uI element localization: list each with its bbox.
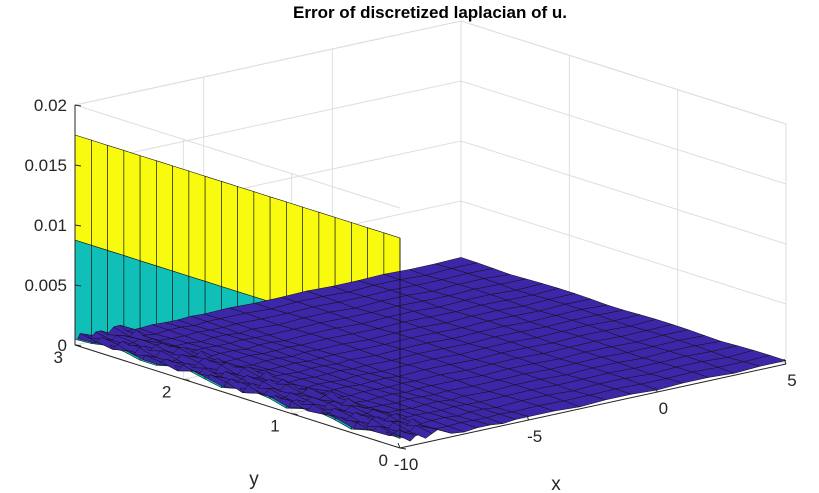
z-tick-label: 0 [58, 336, 67, 355]
grid-line [74, 80, 787, 185]
surface-patch [91, 244, 108, 346]
x-axis-label: x [551, 474, 561, 493]
chart-title: Error of discretized laplacian of u. [293, 3, 567, 22]
z-tick [74, 224, 82, 227]
x-tick-label: 0 [659, 399, 668, 418]
grid-line [74, 20, 787, 125]
surface-patch [172, 165, 190, 277]
x-tick [397, 442, 401, 449]
surface-patch [156, 160, 173, 272]
y-tick [399, 447, 407, 450]
surface-patch [91, 139, 108, 251]
surface-patch [269, 196, 287, 308]
surface-patch [188, 170, 206, 282]
surface-layer [74, 134, 787, 442]
z-tick-label: 0.015 [24, 156, 67, 175]
y-tick-label: 3 [54, 348, 63, 367]
y-axis-line [74, 344, 401, 449]
y-tick-label: 0 [379, 451, 388, 470]
z-tick-label: 0.02 [34, 96, 67, 115]
x-tick-label: -5 [527, 427, 542, 446]
surface-patch [237, 186, 255, 298]
surface-patch [743, 355, 787, 367]
y-tick-label: 2 [162, 382, 171, 401]
y-axis-label: y [249, 469, 259, 490]
surface-patch [204, 175, 222, 287]
surface-patch [107, 144, 125, 256]
x-axis-line [399, 363, 787, 449]
grid-line [73, 20, 787, 209]
surface-patch [123, 149, 141, 262]
surface-patch [221, 180, 238, 292]
z-tick [74, 344, 82, 347]
surface-patch [74, 134, 92, 246]
z-tick-label: 0.005 [24, 276, 67, 295]
x-tick-label: -10 [394, 455, 419, 474]
y-tick-label: 1 [270, 417, 279, 436]
surface-patch [253, 191, 271, 303]
surface-patch [74, 239, 92, 344]
z-tick [74, 104, 82, 107]
y-tick [291, 413, 298, 416]
z-tick [74, 284, 82, 287]
z-tick-label: 0.01 [34, 216, 67, 235]
x-tick [654, 386, 658, 393]
surface-patch [139, 155, 157, 267]
x-tick-label: 5 [787, 371, 796, 390]
x-tick [783, 358, 787, 365]
z-tick [74, 164, 82, 167]
y-tick [183, 378, 190, 381]
x-tick [526, 414, 530, 421]
